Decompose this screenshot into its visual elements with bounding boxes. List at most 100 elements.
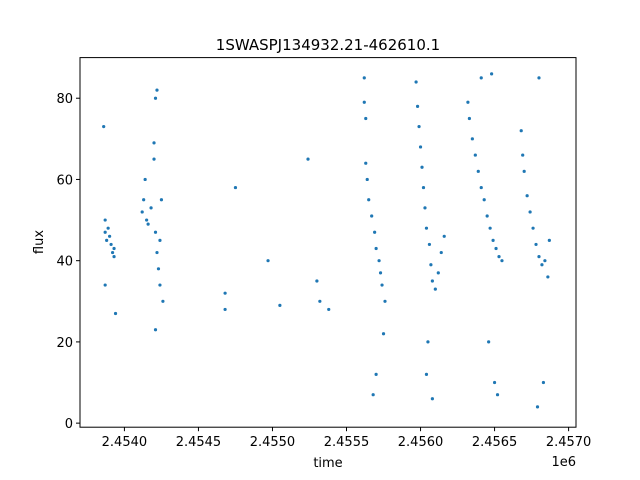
scatter-points — [102, 72, 551, 409]
data-point — [497, 255, 501, 259]
data-point — [426, 340, 430, 344]
data-point — [362, 76, 366, 80]
data-point — [140, 210, 144, 214]
data-point — [102, 125, 106, 129]
x-axis-ticks: 2.4540 2.4545 2.4550 2.4555 2.4560 2.4565 2.45… — [102, 427, 591, 450]
data-point — [153, 230, 158, 234]
data-point — [466, 100, 470, 104]
data-point — [152, 141, 156, 145]
data-point — [367, 198, 371, 202]
data-point — [531, 226, 535, 230]
data-point — [315, 279, 319, 283]
data-point — [153, 96, 158, 100]
data-point — [534, 242, 538, 247]
data-point — [430, 397, 434, 401]
y-tick-label: 80 — [56, 92, 73, 107]
data-point — [485, 214, 489, 218]
data-point — [223, 291, 227, 295]
data-point — [155, 250, 159, 255]
data-point — [161, 299, 165, 303]
data-point — [490, 72, 494, 76]
x-axis-label: time — [313, 456, 342, 471]
data-point — [521, 153, 525, 157]
data-point — [528, 210, 532, 214]
data-point — [371, 393, 375, 397]
data-point — [374, 372, 378, 376]
data-point — [546, 275, 550, 279]
data-point — [370, 214, 374, 218]
data-point — [467, 116, 471, 121]
data-point — [487, 340, 491, 344]
data-point — [535, 405, 540, 409]
chart-title: 1SWASPJ134932.21-462610.1 — [216, 36, 440, 54]
data-point — [327, 307, 331, 312]
y-tick-label: 0 — [65, 417, 73, 432]
data-point — [421, 185, 426, 190]
data-point — [378, 271, 383, 275]
data-point — [146, 222, 150, 226]
data-point — [423, 206, 427, 210]
data-point — [540, 263, 544, 267]
data-point — [223, 307, 227, 312]
data-point — [105, 238, 109, 242]
data-point — [103, 230, 107, 234]
data-point — [476, 169, 480, 173]
y-axis-ticks: 0 20 40 60 80 — [56, 92, 80, 432]
y-axis-label: flux — [32, 230, 47, 254]
data-point — [158, 238, 162, 242]
data-point — [494, 246, 498, 251]
data-point — [473, 153, 477, 157]
data-point — [429, 263, 433, 267]
data-point — [383, 299, 387, 303]
data-point — [488, 226, 492, 230]
y-tick-label: 60 — [56, 173, 73, 188]
data-point — [362, 100, 366, 104]
data-point — [492, 380, 497, 385]
x-tick-label: 2.4540 — [102, 435, 148, 450]
data-point — [430, 279, 434, 283]
data-point — [149, 206, 153, 210]
data-point — [377, 259, 381, 263]
data-point — [424, 372, 429, 376]
x-tick-label: 2.4565 — [472, 435, 518, 450]
data-point — [145, 218, 149, 222]
data-point — [543, 259, 547, 263]
data-point — [109, 242, 113, 247]
data-point — [364, 116, 368, 121]
data-point — [541, 380, 546, 385]
data-point — [112, 255, 116, 259]
data-point — [415, 104, 420, 108]
data-point — [479, 76, 483, 80]
data-point — [365, 177, 369, 182]
data-point — [439, 250, 443, 255]
data-point — [495, 393, 500, 397]
data-point — [106, 226, 110, 230]
data-point — [108, 234, 112, 238]
data-point — [373, 230, 377, 234]
data-point — [103, 218, 107, 222]
x-axis-offset-label: 1e6 — [551, 455, 576, 470]
data-point — [233, 185, 238, 190]
x-tick-label: 2.4560 — [398, 435, 444, 450]
data-point — [266, 259, 270, 263]
data-point — [110, 250, 115, 255]
data-point — [142, 198, 146, 202]
data-point — [112, 246, 116, 251]
data-point — [547, 238, 551, 242]
data-point — [482, 198, 486, 202]
data-point — [159, 198, 164, 202]
data-point — [155, 88, 159, 92]
data-point — [103, 283, 107, 287]
data-point — [381, 332, 386, 336]
plot-area-frame — [79, 57, 577, 428]
data-point — [537, 255, 541, 259]
data-point — [153, 328, 158, 332]
data-point — [433, 287, 437, 291]
data-point — [424, 226, 429, 230]
data-point — [158, 283, 162, 287]
data-point — [414, 80, 418, 84]
data-point — [525, 194, 529, 198]
data-point — [470, 137, 474, 141]
